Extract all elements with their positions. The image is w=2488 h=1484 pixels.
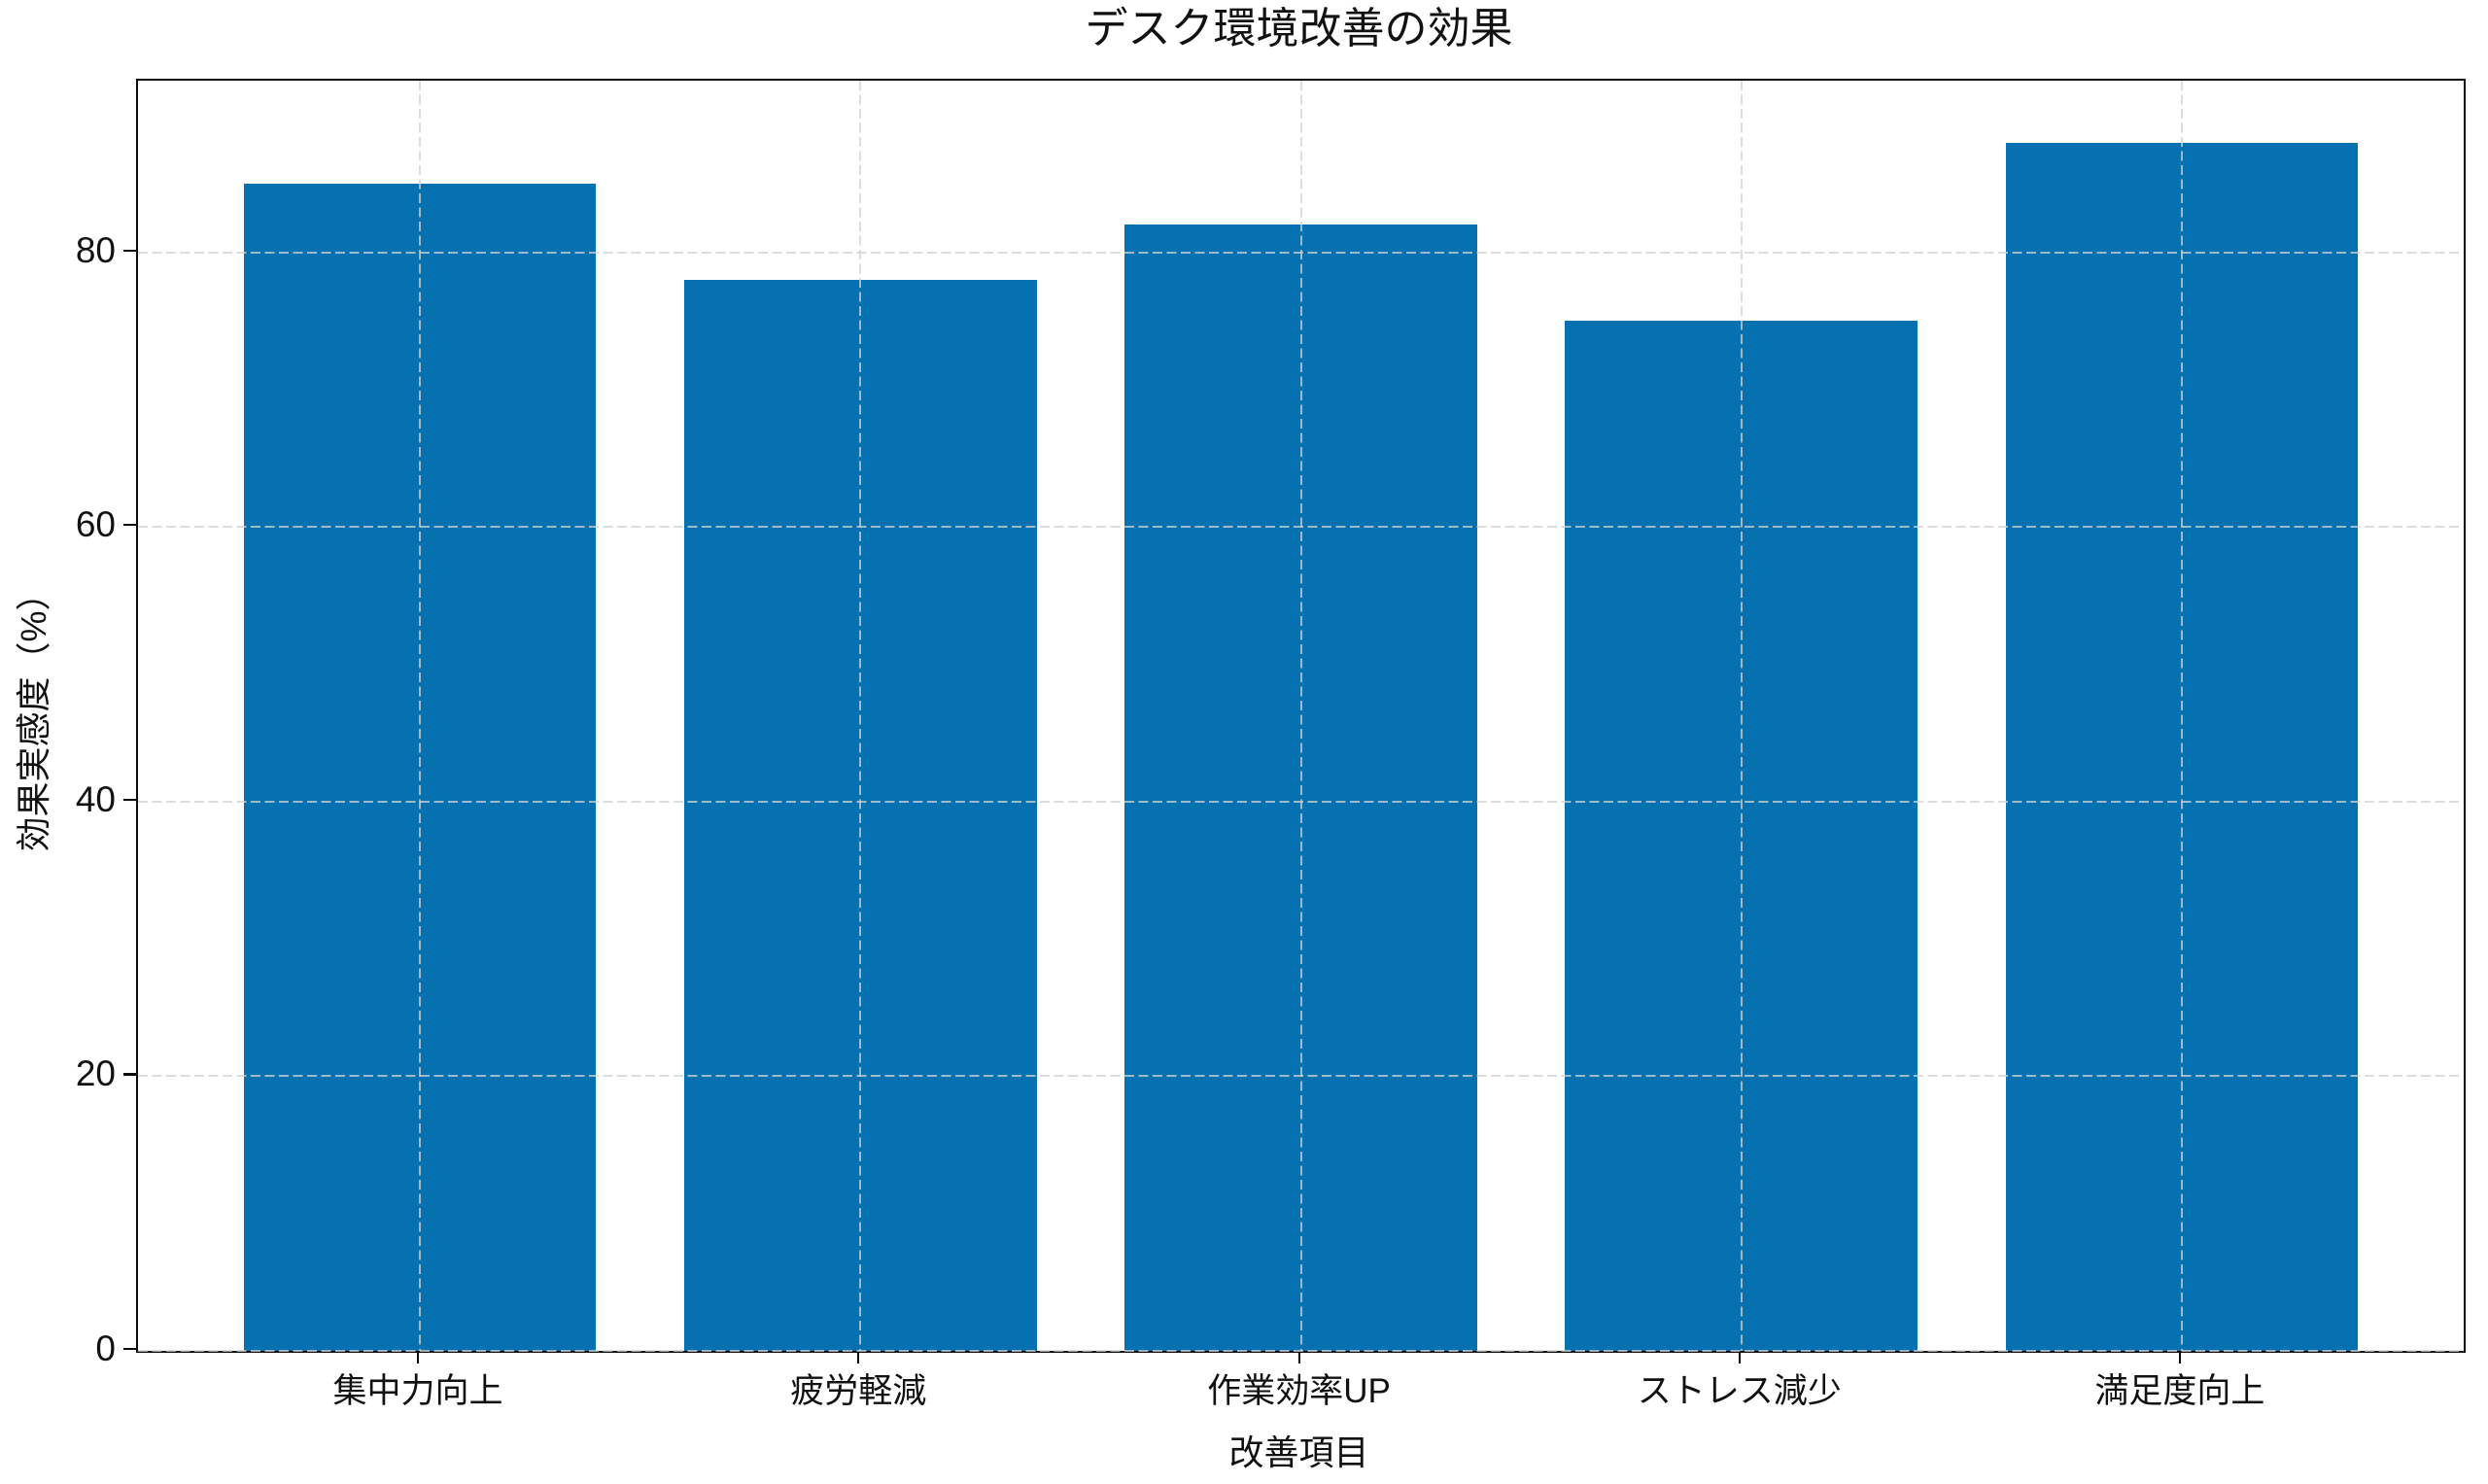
x-tick-mark-0	[417, 1351, 420, 1363]
x-tick-mark-2	[1297, 1351, 1300, 1363]
y-tick-mark-20	[123, 1073, 136, 1076]
y-tick-label-40: 40	[75, 778, 116, 819]
y-tick-mark-40	[123, 798, 136, 801]
v-gridline-0	[419, 81, 422, 1351]
v-gridline-4	[2180, 81, 2183, 1351]
x-tick-label-2: 作業効率UP	[1207, 1372, 1391, 1410]
y-tick-mark-0	[123, 1348, 136, 1351]
v-gridline-3	[1740, 81, 1743, 1351]
x-axis-label: 改善項目	[1228, 1432, 1369, 1472]
x-tick-mark-1	[857, 1351, 860, 1363]
x-tick-mark-4	[2178, 1351, 2182, 1363]
x-tick-label-4: 満足度向上	[2094, 1372, 2265, 1410]
x-tick-mark-3	[1738, 1351, 1741, 1363]
y-tick-label-80: 80	[75, 229, 116, 270]
v-gridline-1	[859, 81, 862, 1351]
y-tick-label-0: 0	[95, 1329, 116, 1368]
y-tick-label-60: 60	[75, 504, 116, 545]
chart-title: デスク環境改善の効果	[1085, 5, 1513, 52]
x-tick-label-0: 集中力向上	[332, 1372, 503, 1410]
plot-area	[136, 79, 2466, 1353]
x-tick-label-1: 疲労軽減	[790, 1372, 927, 1410]
y-tick-label-20: 20	[75, 1053, 116, 1094]
y-tick-mark-60	[123, 524, 136, 527]
y-tick-mark-80	[123, 249, 136, 252]
x-tick-label-3: ストレス減少	[1637, 1372, 1842, 1410]
h-gridline-0	[138, 1350, 2464, 1352]
v-gridline-2	[1299, 81, 1302, 1351]
